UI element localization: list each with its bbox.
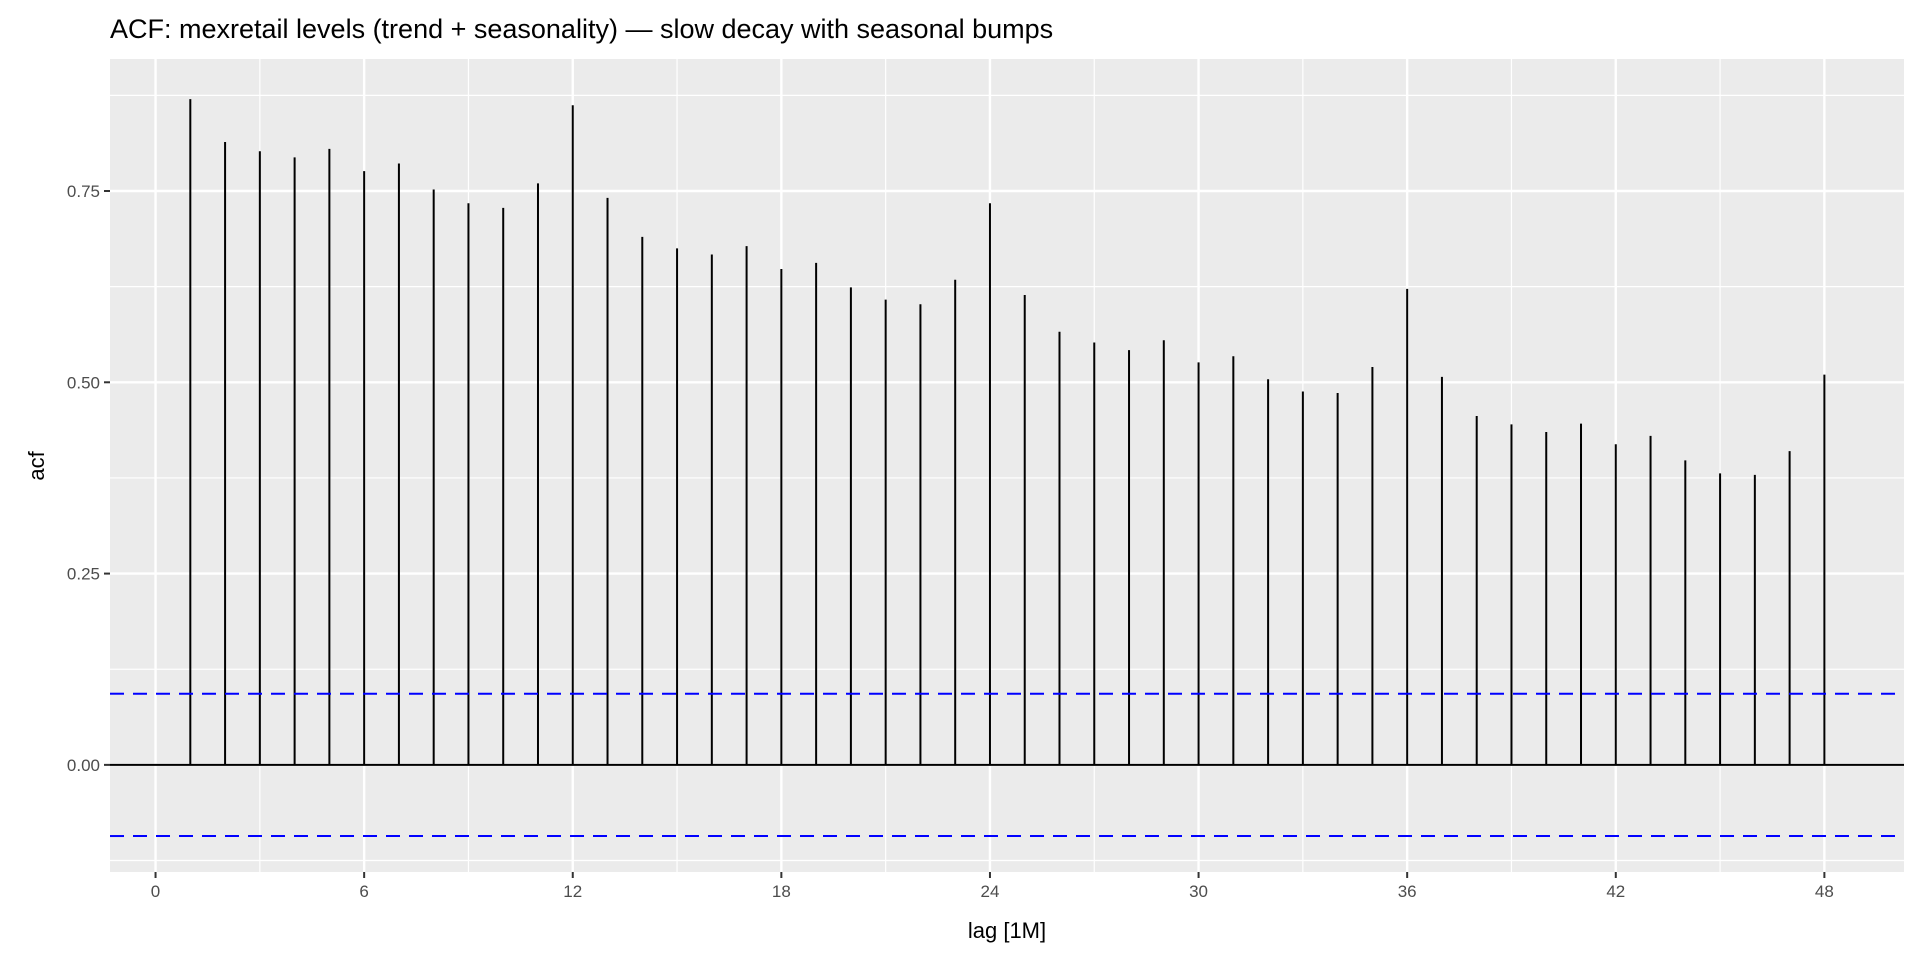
y-tick-label: 0.00 xyxy=(67,756,100,775)
axes: 0 6 12 18 24 30 36 42 48 0.00 0.25 0.50 0.75 xyxy=(67,182,1834,901)
x-tick-label: 12 xyxy=(563,882,582,901)
y-tick-label: 0.75 xyxy=(67,182,100,201)
x-tick-label: 48 xyxy=(1815,882,1834,901)
x-tick-label: 18 xyxy=(772,882,791,901)
x-tick-label: 24 xyxy=(981,882,1000,901)
chart-title: ACF: mexretail levels (trend + seasonali… xyxy=(110,14,1053,44)
x-axis-label: lag [1M] xyxy=(968,918,1046,943)
y-tick-label: 0.50 xyxy=(67,373,100,392)
x-tick-label: 42 xyxy=(1606,882,1625,901)
plot-panel xyxy=(110,59,1904,872)
x-tick-label: 36 xyxy=(1398,882,1417,901)
y-axis-label: acf xyxy=(24,450,49,480)
y-tick-label: 0.25 xyxy=(67,565,100,584)
x-tick-label: 0 xyxy=(151,882,160,901)
acf-bars xyxy=(110,99,1904,838)
x-tick-label: 30 xyxy=(1189,882,1208,901)
x-tick-label: 6 xyxy=(359,882,368,901)
